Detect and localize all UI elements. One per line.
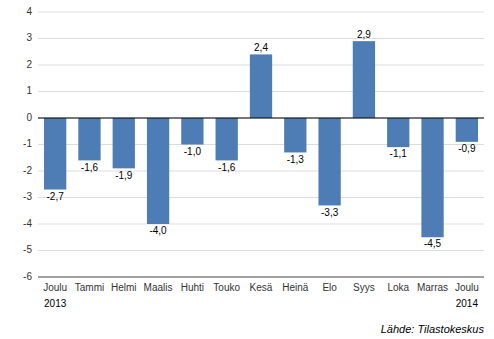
data-label: 2,9 [357,29,371,40]
data-label: -1,9 [115,170,133,181]
bar [181,118,203,145]
x-tick-label: Maalis [144,282,173,293]
grid-line [38,277,484,278]
x-tick-label: Elo [322,282,337,293]
data-label: -4,5 [424,238,442,249]
grid-line [38,118,484,119]
x-tick-label: Joulu [43,282,67,293]
data-label: 2,4 [254,42,268,53]
year-label: 2014 [456,298,479,309]
x-tick-label: Touko [213,282,240,293]
data-label: -1,3 [287,154,305,165]
data-label: -1,6 [218,162,236,173]
grid-line [38,250,484,251]
grid-line [38,12,484,13]
grid-line [38,197,484,198]
y-tick-label: -3 [23,191,32,202]
data-label: -4,0 [149,225,167,236]
year-label: 2013 [44,298,67,309]
grid-line [38,224,484,225]
x-tick-label: Joulu [455,282,479,293]
grid-line [38,171,484,172]
y-tick-label: -4 [23,218,32,229]
x-tick-label: Syys [353,282,375,293]
bar [44,118,66,190]
data-label: -1,0 [184,146,202,157]
bar [216,118,238,160]
data-label: -3,3 [321,207,339,218]
data-label: -2,7 [47,191,65,202]
chart: -6 -5 -4 -3 -2 -1 0 1 2 3 4 -2,7 -1,6 -1,9 -4,0 -1,0 -1,… [0,0,494,339]
bar [113,118,135,168]
x-tick-label: Huhti [181,282,204,293]
x-tick-label: Tammi [75,282,104,293]
x-axis-line [38,277,484,278]
grid-line [38,38,484,39]
data-label: -0,9 [458,143,476,154]
bar [353,41,375,118]
bar [318,118,340,205]
bar [456,118,478,142]
y-tick-label: -1 [23,138,32,149]
bar [78,118,100,160]
x-tick-label: Marras [417,282,448,293]
y-tick-label: 1 [26,85,32,96]
data-label: -1,6 [81,162,99,173]
bar [387,118,409,147]
y-tick-label: 2 [26,59,32,70]
bar [284,118,306,152]
x-tick-label: Loka [387,282,409,293]
grid-line [38,144,484,145]
zero-line [38,118,484,119]
y-tick-label: -5 [23,244,32,255]
x-tick-label: Heinä [282,282,309,293]
bar [147,118,169,224]
bar [421,118,443,237]
bars [44,41,478,237]
y-tick-label: 3 [26,32,32,43]
data-label: -1,1 [390,148,408,159]
y-tick-label: -6 [23,271,32,282]
x-tick-label: Kesä [250,282,273,293]
source-note: Lähde: Tilastokeskus [381,323,485,335]
y-tick-label: -2 [23,165,32,176]
x-tick-label: Helmi [111,282,137,293]
bar [250,54,272,118]
y-tick-label: 0 [26,112,32,123]
grid [38,12,484,277]
y-tick-label: 4 [26,6,32,17]
